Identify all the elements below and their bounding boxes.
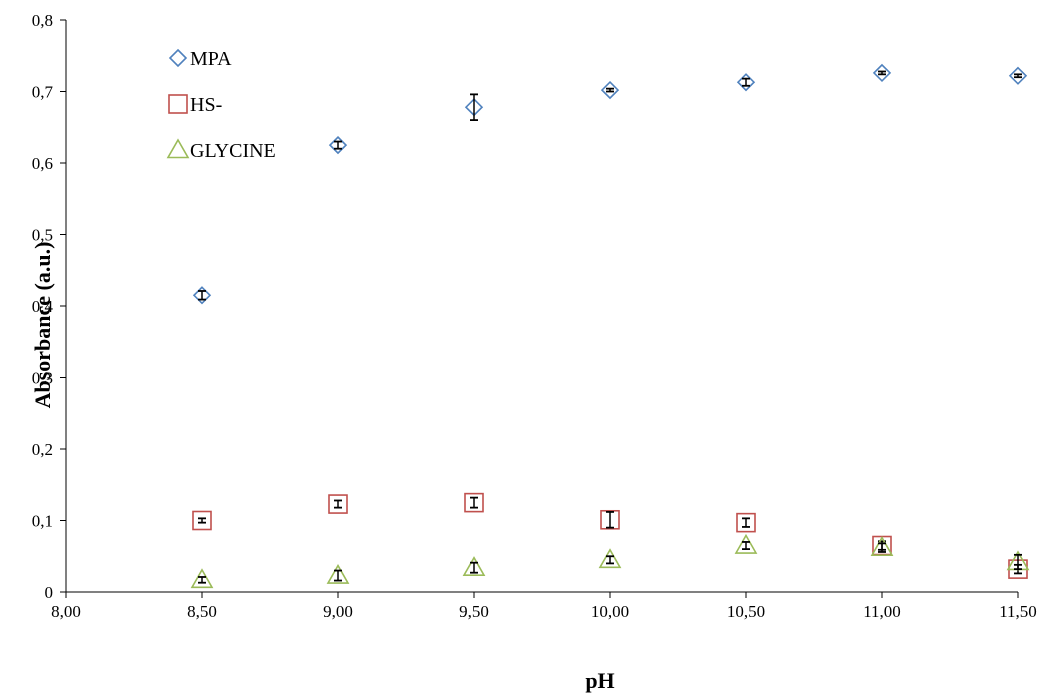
y-tick-label: 0,1 bbox=[32, 512, 53, 531]
y-tick-label: 0 bbox=[45, 583, 54, 602]
data-series bbox=[190, 63, 1030, 589]
y-tick-labels: 0 0,1 0,2 0,3 0,4 0,5 0,6 0,7 0,8 bbox=[32, 11, 54, 602]
data-point bbox=[190, 568, 214, 589]
data-point bbox=[598, 548, 622, 569]
data-point bbox=[872, 63, 892, 83]
data-point bbox=[464, 492, 484, 513]
data-point bbox=[326, 563, 350, 584]
y-axis-title: Absorbance (a.u.) bbox=[30, 242, 55, 409]
x-tick-label: 8,50 bbox=[187, 602, 217, 621]
data-point bbox=[734, 533, 758, 554]
legend-label: HS- bbox=[190, 94, 222, 116]
series-hs bbox=[192, 492, 1028, 579]
y-tick-label: 0,5 bbox=[32, 226, 53, 245]
data-point bbox=[462, 556, 486, 576]
data-point bbox=[328, 135, 348, 155]
x-tick-label: 9,50 bbox=[459, 602, 489, 621]
data-point bbox=[600, 80, 620, 100]
x-tick-label: 11,00 bbox=[863, 602, 901, 621]
x-tick-label: 9,00 bbox=[323, 602, 353, 621]
y-tick-label: 0,8 bbox=[32, 11, 53, 30]
data-point bbox=[1008, 66, 1028, 85]
data-point bbox=[870, 536, 894, 556]
data-point bbox=[328, 494, 348, 514]
data-point bbox=[192, 510, 212, 531]
legend: MPA HS- GLYCINE bbox=[166, 48, 276, 162]
x-tick-labels: 8,00 8,50 9,00 9,50 10,00 10,50 11,00 11,50 bbox=[51, 602, 1037, 621]
series-glycine bbox=[190, 533, 1030, 589]
legend-marker bbox=[168, 94, 188, 114]
legend-marker bbox=[166, 138, 190, 159]
legend-marker bbox=[168, 48, 188, 68]
data-point bbox=[192, 286, 212, 305]
y-tick-label: 0,4 bbox=[32, 297, 54, 316]
legend-label: GLYCINE bbox=[190, 140, 276, 162]
series-mpa bbox=[192, 63, 1028, 305]
legend-label: MPA bbox=[190, 48, 232, 70]
x-tick-label: 10,00 bbox=[591, 602, 629, 621]
axes bbox=[60, 19, 1019, 598]
y-tick-label: 0,7 bbox=[32, 83, 54, 102]
y-tick-label: 0,6 bbox=[32, 154, 53, 173]
x-tick-label: 10,50 bbox=[727, 602, 765, 621]
x-tick-label: 11,50 bbox=[999, 602, 1037, 621]
data-point bbox=[600, 509, 620, 530]
data-point bbox=[736, 73, 756, 92]
x-tick-label: 8,00 bbox=[51, 602, 81, 621]
y-tick-label: 0,2 bbox=[32, 440, 53, 459]
y-tick-label: 0,3 bbox=[32, 369, 53, 388]
x-axis-title: pH bbox=[585, 668, 614, 693]
data-point bbox=[736, 512, 756, 533]
